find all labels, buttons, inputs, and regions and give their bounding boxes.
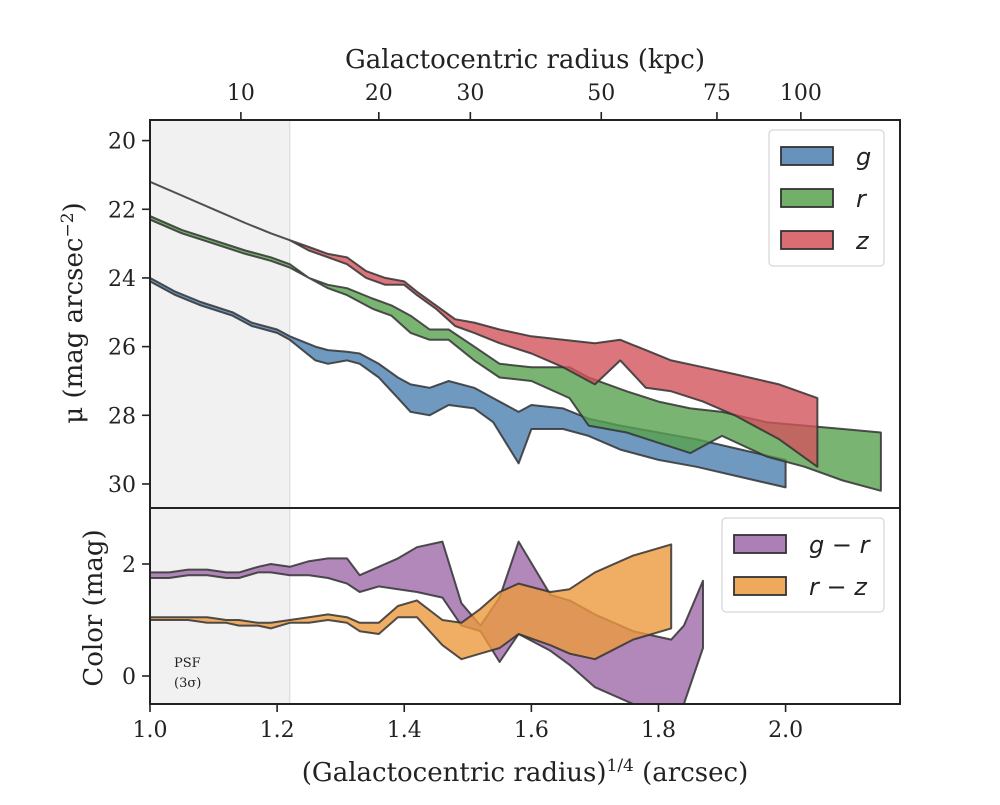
top-axis-label: Galactocentric radius (kpc) xyxy=(345,45,705,75)
legend-label: g xyxy=(856,143,871,171)
x-tick-label: 1.0 xyxy=(133,718,168,743)
x-tick-label: 1.8 xyxy=(641,718,676,743)
legend-label: z xyxy=(855,227,870,255)
band-top-2 xyxy=(150,180,819,468)
top-tick-label: 100 xyxy=(780,81,822,106)
surface-brightness-panel: 20 22 24 26 28 30 10 20 30 50 75 100 grz xyxy=(108,81,901,509)
legend-label: r xyxy=(856,185,868,213)
legend: g − r r − z xyxy=(721,517,885,613)
legend-swatch xyxy=(733,534,787,554)
top-tick-label: 10 xyxy=(227,81,255,106)
legend-swatch xyxy=(780,230,834,250)
y-tick-label: 26 xyxy=(108,336,136,361)
x-tick-label: 1.6 xyxy=(514,718,549,743)
legend-label: g − r xyxy=(809,531,872,559)
x-tick-label: 1.2 xyxy=(260,718,295,743)
bottom-y-axis-label: Color (mag) xyxy=(79,529,109,686)
legend-swatch xyxy=(733,576,787,596)
y-tick-label: 30 xyxy=(108,473,136,498)
psf-shaded-region xyxy=(149,507,291,705)
y-tick-label: 22 xyxy=(108,198,136,223)
legend: grz xyxy=(768,129,885,267)
x-tick-label: 2.0 xyxy=(768,718,803,743)
y-tick-label: 28 xyxy=(108,404,136,429)
top-tick-label: 30 xyxy=(456,81,484,106)
axes-frame xyxy=(149,507,901,705)
band-top-0 xyxy=(150,276,787,489)
legend-swatch xyxy=(780,146,834,166)
psf-sigma-label: (3σ) xyxy=(174,676,201,691)
top-y-axis-label: μ (mag arcsec−2) xyxy=(58,202,89,423)
legend-label: r − z xyxy=(809,573,868,601)
top-tick-label: 75 xyxy=(703,81,731,106)
x-axis-label: (Galactocentric radius)1/4 (arcsec) xyxy=(302,756,748,788)
y-tick-label: 0 xyxy=(122,665,136,690)
color-panel: 0 2 1.0 1.2 1.4 1.6 1.8 2.0 g − r r − z xyxy=(122,507,901,743)
psf-label: PSF xyxy=(174,656,201,671)
y-tick-label: 2 xyxy=(122,553,136,578)
psf-shaded-region xyxy=(149,119,291,509)
band-top-1 xyxy=(150,215,882,492)
band-bot-1 xyxy=(150,543,673,661)
x-tick-label: 1.4 xyxy=(387,718,422,743)
y-tick-label: 24 xyxy=(108,267,136,292)
top-tick-label: 50 xyxy=(587,81,615,106)
top-tick-label: 20 xyxy=(365,81,393,106)
y-tick-label: 20 xyxy=(108,130,136,155)
legend-swatch xyxy=(780,188,834,208)
